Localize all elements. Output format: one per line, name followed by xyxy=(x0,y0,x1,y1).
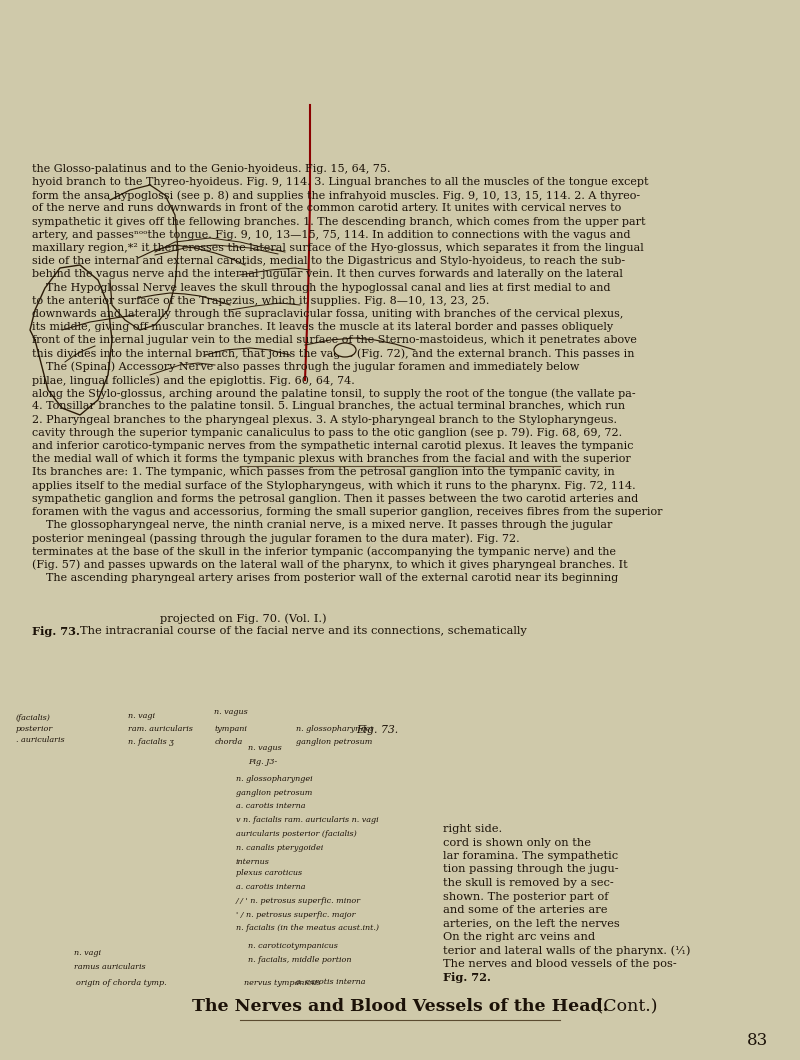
Text: ramus auricularis: ramus auricularis xyxy=(74,962,146,971)
Text: and inferior carotico-tympanic nerves from the sympathetic internal carotid plex: and inferior carotico-tympanic nerves fr… xyxy=(32,441,634,450)
Text: n. vagus: n. vagus xyxy=(248,744,282,753)
Text: the Glosso-palatinus and to the Genio-hyoideus. Fig. 15, 64, 75.: the Glosso-palatinus and to the Genio-hy… xyxy=(32,164,390,174)
Text: terior and lateral walls of the pharynx. (¹⁄₁): terior and lateral walls of the pharynx.… xyxy=(443,946,690,956)
Text: form the ansa hypoglossi (see p. 8) and supplies the infrahyoid muscles. Fig. 9,: form the ansa hypoglossi (see p. 8) and … xyxy=(32,190,640,200)
Text: right side.: right side. xyxy=(443,824,502,834)
Text: . auricularis: . auricularis xyxy=(16,736,65,744)
Text: plexus caroticus: plexus caroticus xyxy=(236,869,302,878)
Text: posterior meningeal (passing through the jugular foramen to the dura mater). Fig: posterior meningeal (passing through the… xyxy=(32,533,520,544)
Text: On the right arc veins and: On the right arc veins and xyxy=(443,932,595,942)
Text: tympani: tympani xyxy=(214,725,247,734)
Text: n. vagus: n. vagus xyxy=(214,708,248,717)
Text: along the Stylo-glossus, arching around the palatine tonsil, to supply the root : along the Stylo-glossus, arching around … xyxy=(32,388,636,399)
Text: The Hypoglossal Nerve leaves the skull through the hypoglossal canal and lies at: The Hypoglossal Nerve leaves the skull t… xyxy=(32,283,610,293)
Text: auricularis posterior (facialis): auricularis posterior (facialis) xyxy=(236,830,357,838)
Text: n. facialis (in the meatus acust.int.): n. facialis (in the meatus acust.int.) xyxy=(236,924,379,933)
Text: n. canalis pterygoidei: n. canalis pterygoidei xyxy=(236,844,323,852)
Text: to the anterior surface of the Trapezius, which it supplies. Fig. 8—10, 13, 23, : to the anterior surface of the Trapezius… xyxy=(32,296,490,305)
Text: n. glossopharyngei: n. glossopharyngei xyxy=(296,725,373,734)
Text: Fig. 73.: Fig. 73. xyxy=(356,725,398,735)
Text: its middle, giving off muscular branches. It leaves the muscle at its lateral bo: its middle, giving off muscular branches… xyxy=(32,322,613,332)
Text: chorda: chorda xyxy=(214,738,242,746)
Text: terminates at the base of the skull in the inferior tympanic (accompanying the t: terminates at the base of the skull in t… xyxy=(32,547,616,558)
Text: foramen with the vagus and accessorius, forming the small superior ganglion, rec: foramen with the vagus and accessorius, … xyxy=(32,507,662,517)
Text: The Nerves and Blood Vessels of the Head.: The Nerves and Blood Vessels of the Head… xyxy=(192,999,608,1015)
Text: downwards and laterally through the supraclavicular fossa, uniting with branches: downwards and laterally through the supr… xyxy=(32,310,623,319)
Text: (Fig. 57) and passes upwards on the lateral wall of the pharynx, to which it giv: (Fig. 57) and passes upwards on the late… xyxy=(32,560,628,570)
Text: ganglion petrosum: ganglion petrosum xyxy=(296,738,372,746)
Text: n. caroticotympanicus: n. caroticotympanicus xyxy=(248,941,338,950)
Text: Its branches are: 1. The tympanic, which passes from the petrosal ganglion into : Its branches are: 1. The tympanic, which… xyxy=(32,467,614,477)
Text: pillae, lingual follicles) and the epiglottis. Fig. 60, 64, 74.: pillae, lingual follicles) and the epigl… xyxy=(32,375,354,386)
Text: a. carotis interna: a. carotis interna xyxy=(236,802,306,811)
Text: the medial wall of which it forms the tympanic plexus with branches from the fac: the medial wall of which it forms the ty… xyxy=(32,454,630,464)
Text: behind the vagus nerve and the internal jugular vein. It then curves forwards an: behind the vagus nerve and the internal … xyxy=(32,269,623,280)
Text: posterior: posterior xyxy=(16,725,54,734)
Text: Fig. J3-: Fig. J3- xyxy=(248,758,278,766)
Text: 2. Pharyngeal branches to the pharyngeal plexus. 3. A stylo-pharyngeal branch to: 2. Pharyngeal branches to the pharyngeal… xyxy=(32,414,617,425)
Text: projected on Fig. 70. (Vol. I.): projected on Fig. 70. (Vol. I.) xyxy=(160,613,326,623)
Text: The glossopharyngeal nerve, the ninth cranial nerve, is a mixed nerve. It passes: The glossopharyngeal nerve, the ninth cr… xyxy=(32,520,612,530)
Text: nervus tympanicus: nervus tympanicus xyxy=(244,979,321,987)
Text: the skull is removed by a sec-: the skull is removed by a sec- xyxy=(443,878,614,888)
Text: n. vagi: n. vagi xyxy=(74,950,102,957)
Text: The intracranial course of the facial nerve and its connections, schematically: The intracranial course of the facial ne… xyxy=(80,626,526,636)
Text: Fig. 73.: Fig. 73. xyxy=(32,626,80,637)
Text: hyoid branch to the Thyreo-hyoideus. Fig. 9, 114. 3. Lingual branches to all the: hyoid branch to the Thyreo-hyoideus. Fig… xyxy=(32,177,649,187)
Text: ' / n. petrosus superfic. major: ' / n. petrosus superfic. major xyxy=(236,911,355,919)
Text: arteries, on the left the nerves: arteries, on the left the nerves xyxy=(443,919,620,929)
Text: this divides into the internal branch, that joins the vagus (Fig. 72), and the e: this divides into the internal branch, t… xyxy=(32,349,634,359)
Text: artery, and passesⁿᵒᵒthe tongue. Fig. 9, 10, 13—15, 75, 114. In addition to conn: artery, and passesⁿᵒᵒthe tongue. Fig. 9,… xyxy=(32,230,630,240)
Text: v n. facialis ram. auricularis n. vagi: v n. facialis ram. auricularis n. vagi xyxy=(236,816,378,825)
Text: a. carotis interna: a. carotis interna xyxy=(236,883,306,891)
Bar xyxy=(8,85,425,418)
Text: a. carotis interna: a. carotis interna xyxy=(296,978,366,987)
Text: Fig. 72.: Fig. 72. xyxy=(443,972,491,983)
Text: 4. Tonsillar branches to the palatine tonsil. 5. Lingual branches, the actual te: 4. Tonsillar branches to the palatine to… xyxy=(32,402,625,411)
Text: side of the internal and external carotids, medial to the Digastricus and Stylo-: side of the internal and external caroti… xyxy=(32,257,625,266)
Text: ram. auricularis: ram. auricularis xyxy=(128,725,193,734)
Text: cord is shown only on the: cord is shown only on the xyxy=(443,837,591,848)
Text: ganglion petrosum: ganglion petrosum xyxy=(236,789,312,797)
Text: internus: internus xyxy=(236,858,270,866)
Text: lar foramina. The sympathetic: lar foramina. The sympathetic xyxy=(443,851,618,861)
Text: of the nerve and runs downwards in front of the common carotid artery. It unites: of the nerve and runs downwards in front… xyxy=(32,204,622,213)
Text: cavity through the superior tympanic canaliculus to pass to the otic ganglion (s: cavity through the superior tympanic can… xyxy=(32,428,622,439)
Text: The nerves and blood vessels of the pos-: The nerves and blood vessels of the pos- xyxy=(443,959,677,969)
Text: 83: 83 xyxy=(746,1032,768,1049)
Text: The ascending pharyngeal artery arises from posterior wall of the external carot: The ascending pharyngeal artery arises f… xyxy=(32,573,618,583)
Text: The (Spinal) Accessory Nerve also passes through the jugular foramen and immedia: The (Spinal) Accessory Nerve also passes… xyxy=(32,361,579,372)
Text: front of the internal jugular vein to the medial surface of the Sterno-mastoideu: front of the internal jugular vein to th… xyxy=(32,335,637,346)
Text: n. facialis ʒ: n. facialis ʒ xyxy=(128,738,174,746)
Text: tion passing through the jugu-: tion passing through the jugu- xyxy=(443,865,618,874)
Text: / / ' n. petrosus superfic. minor: / / ' n. petrosus superfic. minor xyxy=(236,897,361,905)
Text: sympathetic it gives off the fellowing branches. 1. The descending branch, which: sympathetic it gives off the fellowing b… xyxy=(32,216,646,227)
Text: applies itself to the medial surface of the Stylopharyngeus, with which it runs : applies itself to the medial surface of … xyxy=(32,480,636,491)
Text: n. facialis, middle portion: n. facialis, middle portion xyxy=(248,956,351,964)
Text: sympathetic ganglion and forms the petrosal ganglion. Then it passes between the: sympathetic ganglion and forms the petro… xyxy=(32,494,638,504)
Text: maxillary region,*² it then crosses the lateral surface of the Hyo-glossus, whic: maxillary region,*² it then crosses the … xyxy=(32,243,644,253)
Text: (Cont.): (Cont.) xyxy=(591,999,658,1015)
Text: n. glossopharyngei: n. glossopharyngei xyxy=(236,775,313,783)
Text: origin of chorda tymp.: origin of chorda tymp. xyxy=(76,979,166,987)
Text: n. vagi: n. vagi xyxy=(128,712,155,721)
Text: (facialis): (facialis) xyxy=(16,714,51,723)
Ellipse shape xyxy=(334,343,356,357)
Text: and some of the arteries are: and some of the arteries are xyxy=(443,905,607,915)
Text: shown. The posterior part of: shown. The posterior part of xyxy=(443,891,609,901)
